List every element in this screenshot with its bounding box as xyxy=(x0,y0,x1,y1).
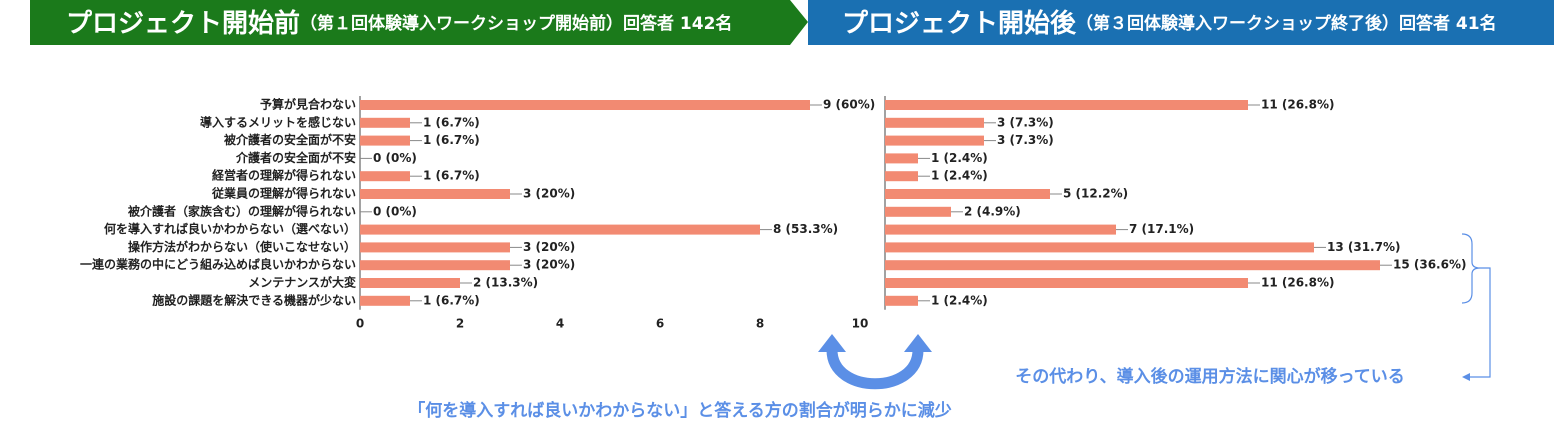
arrow-head xyxy=(818,334,846,352)
category-label: 一連の業務の中にどう組み込めば良いかわからない xyxy=(80,257,356,272)
category-label: 導入するメリットを感じない xyxy=(200,114,356,129)
bar xyxy=(885,206,951,217)
value-label: 1 (6.7%) xyxy=(423,293,480,307)
bar xyxy=(360,224,760,235)
category-label: 従業員の理解が得られない xyxy=(211,186,356,201)
x-tick-label: 2 xyxy=(456,316,464,330)
banner-title: プロジェクト開始後（第３回体験導入ワークショップ終了後）回答者 41名 xyxy=(842,8,1497,39)
bar xyxy=(885,260,1380,271)
category-label: 施設の課題を解決できる機器が少ない xyxy=(152,292,356,307)
arrow-head xyxy=(904,334,932,352)
value-label: 5 (12.2%) xyxy=(1063,187,1128,201)
bar xyxy=(885,100,1248,110)
annotation: その代わり、導入後の運用方法に関心が移っている xyxy=(1015,366,1404,387)
bar xyxy=(360,117,410,128)
value-label: 3 (20%) xyxy=(523,258,575,272)
value-label: 0 (0%) xyxy=(373,204,417,218)
cycle-arrow xyxy=(826,349,924,390)
title: プロジェクト開始前 xyxy=(66,8,300,39)
x-tick-label: 8 xyxy=(756,316,764,330)
x-tick-label: 6 xyxy=(656,316,664,330)
subtitle: （第３回体験導入ワークショップ終了後）回答者 41名 xyxy=(1076,13,1497,34)
annotation: 「何を導入すれば良いかわからない」と答える方の割合が明らかに減少 xyxy=(408,400,952,421)
value-label: 13 (31.7%) xyxy=(1327,240,1400,254)
bar xyxy=(885,117,984,128)
value-label: 7 (17.1%) xyxy=(1129,222,1194,236)
value-label: 11 (26.8%) xyxy=(1261,276,1334,290)
value-label: 1 (2.4%) xyxy=(931,151,988,165)
category-label: 被介護者の安全面が不安 xyxy=(224,132,356,147)
category-label: 操作方法がわからない（使いこなせない） xyxy=(128,239,356,254)
category-label: 経営者の理解が得られない xyxy=(212,168,356,183)
bar xyxy=(360,278,460,288)
bar xyxy=(885,224,1116,235)
x-tick-label: 0 xyxy=(356,316,364,330)
connector xyxy=(1468,267,1491,378)
bar xyxy=(360,189,510,199)
category-label: 被介護者（家族含む）の理解が得られない xyxy=(128,203,356,218)
bar xyxy=(885,189,1050,199)
bar xyxy=(885,171,918,182)
title: プロジェクト開始後 xyxy=(842,8,1077,39)
banner-title: プロジェクト開始前（第１回体験導入ワークショップ開始前）回答者 142名 xyxy=(66,8,732,39)
arrow-head xyxy=(1462,373,1470,381)
bar xyxy=(360,295,410,306)
value-label: 0 (0%) xyxy=(373,151,417,165)
value-label: 3 (7.3%) xyxy=(997,133,1054,147)
value-label: 15 (36.6%) xyxy=(1393,258,1466,272)
category-label: メンテナンスが大変 xyxy=(248,275,357,290)
value-label: 3 (20%) xyxy=(523,187,575,201)
value-label: 8 (53.3%) xyxy=(773,222,838,236)
bar xyxy=(885,278,1248,288)
bar xyxy=(885,135,984,146)
value-label: 2 (13.3%) xyxy=(473,276,538,290)
banner-before xyxy=(30,0,808,45)
value-label: 1 (6.7%) xyxy=(423,133,480,147)
category-label: 介護者の安全面が不安 xyxy=(235,150,356,165)
value-label: 2 (4.9%) xyxy=(964,204,1021,218)
bar xyxy=(360,100,810,110)
value-label: 1 (6.7%) xyxy=(423,115,480,129)
category-label: 何を導入すれば良いかわからない（選べない） xyxy=(104,221,356,236)
value-label: 1 (6.7%) xyxy=(423,169,480,183)
subtitle: （第１回体験導入ワークショップ開始前）回答者 142名 xyxy=(300,13,732,34)
value-label: 3 (20%) xyxy=(523,240,575,254)
bar xyxy=(360,260,510,271)
bar xyxy=(360,242,510,253)
bar xyxy=(360,171,410,182)
value-label: 11 (26.8%) xyxy=(1261,98,1334,112)
bar xyxy=(360,135,410,146)
category-label: 予算が見合わない xyxy=(260,97,356,112)
x-tick-label: 10 xyxy=(852,316,869,330)
value-label: 1 (2.4%) xyxy=(931,169,988,183)
bar xyxy=(885,295,918,306)
banner-after xyxy=(808,0,1554,45)
value-label: 3 (7.3%) xyxy=(997,115,1054,129)
bar xyxy=(885,242,1314,253)
value-label: 1 (2.4%) xyxy=(931,293,988,307)
value-label: 9 (60%) xyxy=(823,98,875,112)
bar xyxy=(885,153,918,164)
x-tick-label: 4 xyxy=(556,316,564,330)
